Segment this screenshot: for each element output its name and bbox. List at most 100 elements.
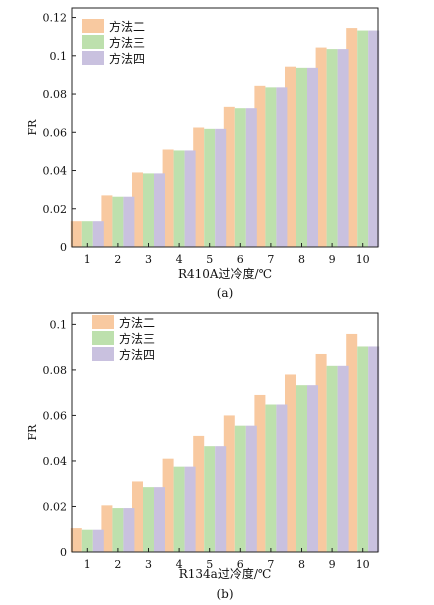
bar-4-8 <box>307 385 318 552</box>
legend-swatch-4 <box>92 347 114 361</box>
y-tick-label: 0.04 <box>43 165 68 178</box>
x-tick-label: 10 <box>356 253 370 266</box>
y-tick-label: 0.06 <box>43 126 68 139</box>
legend-label-3: 方法三 <box>119 331 155 346</box>
bar-4-9 <box>337 49 349 247</box>
bar-2-8 <box>285 66 296 247</box>
bar-4-5 <box>215 128 227 247</box>
bar-4-2 <box>123 196 135 247</box>
chart-caption: (a) <box>217 286 234 300</box>
bar-2-3 <box>132 481 143 552</box>
bar-2-6 <box>223 106 235 247</box>
y-axis-label: FR <box>26 119 39 136</box>
bar-4-2 <box>123 508 135 552</box>
plot-frame <box>71 7 379 248</box>
bar-3-4 <box>173 466 185 552</box>
legend-label-4: 方法四 <box>109 51 145 66</box>
y-tick-label: 0.08 <box>43 88 68 101</box>
bar-3-10 <box>357 346 369 552</box>
y-tick-label: 0.06 <box>43 409 68 422</box>
y-tick-label: 0.02 <box>43 203 68 216</box>
x-tick-label: 2 <box>114 253 121 266</box>
chart-b: 0 0.02 0.04 0.06 0.08 0.1 1 2 3 4 5 6 7 8 9 10 FR R134a过冷… <box>26 312 380 601</box>
x-tick-label: 4 <box>176 558 183 571</box>
legend-swatch-2 <box>92 315 114 329</box>
y-tick-label: 0 <box>60 241 67 254</box>
bar-4-4 <box>184 466 196 552</box>
bar-3-2 <box>112 196 124 247</box>
x-tick-label: 3 <box>145 558 152 571</box>
bar-3-6 <box>234 425 246 552</box>
bar-2-9 <box>315 47 327 247</box>
bar-4-10 <box>368 30 380 248</box>
y-tick-label: 0.02 <box>43 500 68 513</box>
x-tick-label: 6 <box>237 558 244 571</box>
bar-3-10 <box>357 30 369 248</box>
bar-2-8 <box>285 374 296 552</box>
bar-2-1 <box>70 221 82 247</box>
bar-2-1 <box>70 528 82 552</box>
bar-2-9 <box>315 353 327 552</box>
x-axis-label: R410A过冷度/℃ <box>178 266 272 281</box>
bar-2-3 <box>132 172 143 247</box>
y-tick-label: 0.1 <box>50 318 68 331</box>
y-tick-label: 0 <box>60 546 67 559</box>
y-tick-label: 0.12 <box>43 12 68 25</box>
bar-4-7 <box>276 404 288 552</box>
chart-a: 0 0.02 0.04 0.06 0.08 0.1 0.12 1 2 3 4 5 6 7 8 9 10 FR R41… <box>26 7 380 300</box>
x-tick-label: 7 <box>267 253 274 266</box>
bar-3-3 <box>143 487 154 552</box>
bar-2-5 <box>193 435 205 552</box>
bar-4-4 <box>184 150 196 247</box>
chart-caption: (b) <box>216 587 233 601</box>
bar-4-3 <box>154 173 165 247</box>
x-tick-label: 2 <box>114 558 121 571</box>
bar-2-4 <box>162 149 174 247</box>
bar-4-6 <box>245 425 257 552</box>
bar-3-7 <box>265 404 277 552</box>
bar-4-1 <box>92 529 104 552</box>
bar-2-7 <box>254 394 266 552</box>
bar-2-7 <box>254 85 266 247</box>
legend-label-2: 方法二 <box>109 19 145 34</box>
bar-2-10 <box>346 28 358 247</box>
legend-swatch-4 <box>82 51 104 65</box>
x-axis-label: R134a过冷度/℃ <box>179 566 272 581</box>
x-tick-label: 9 <box>329 558 336 571</box>
y-tick-label: 0.1 <box>50 50 68 63</box>
legend-label-4: 方法四 <box>119 347 155 362</box>
x-tick-label: 7 <box>267 558 274 571</box>
x-tick-label: 8 <box>298 253 305 266</box>
x-tick-label: 5 <box>206 558 213 571</box>
bar-4-5 <box>215 446 227 552</box>
bar-3-3 <box>143 173 154 247</box>
x-tick-label: 1 <box>84 253 91 266</box>
bar-3-5 <box>204 128 216 247</box>
legend-label-3: 方法三 <box>109 35 145 50</box>
bar-3-9 <box>326 365 338 552</box>
bar-4-7 <box>276 87 288 247</box>
bar-3-1 <box>81 221 93 247</box>
bar-3-2 <box>112 508 124 552</box>
bar-2-2 <box>101 195 113 247</box>
x-tick-label: 6 <box>237 253 244 266</box>
legend-swatch-2 <box>82 19 104 33</box>
x-tick-label: 8 <box>298 558 305 571</box>
bar-4-8 <box>307 67 318 247</box>
legend-swatch-3 <box>82 35 104 49</box>
bar-3-9 <box>326 49 338 247</box>
bar-3-6 <box>234 108 246 247</box>
x-tick-label: 4 <box>176 253 183 266</box>
x-tick-label: 3 <box>145 253 152 266</box>
x-tick-label: 1 <box>84 558 91 571</box>
bar-2-2 <box>101 505 113 552</box>
bar-3-8 <box>296 385 307 552</box>
y-axis-label: FR <box>26 424 39 441</box>
y-tick-label: 0.04 <box>43 455 68 468</box>
bar-3-7 <box>265 87 277 247</box>
x-tick-label: 5 <box>206 253 213 266</box>
bar-4-1 <box>92 221 104 247</box>
bar-3-1 <box>81 529 93 552</box>
x-tick-label: 9 <box>329 253 336 266</box>
